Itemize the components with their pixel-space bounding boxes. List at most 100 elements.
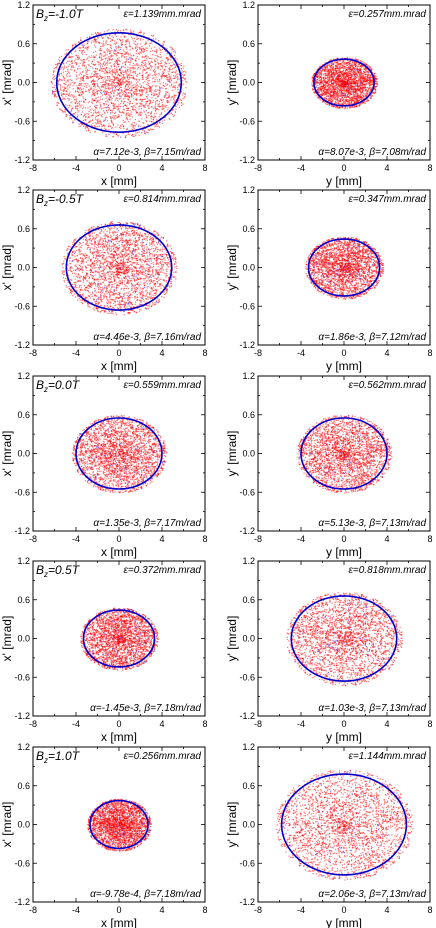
particle-point [357,71,359,73]
particle-point [118,89,120,91]
particle-point [351,69,353,71]
particle-point [123,35,125,37]
particle-point [59,87,62,89]
particle-point [322,94,324,96]
particle-point [165,88,167,90]
particle-point [117,83,120,85]
particle-point [314,81,316,83]
particle-point [118,65,120,67]
particle-point [132,72,134,74]
particle-point [135,49,137,52]
particle-point [367,79,369,81]
particle-point [90,56,92,59]
particle-point [132,71,134,73]
particle-point [353,70,355,72]
particle-point [109,40,112,42]
particle-point [144,62,146,64]
particle-point [108,49,110,51]
particle-point [359,75,361,77]
particle-point [117,47,119,49]
particle-point [112,95,114,97]
particle-point [66,91,68,93]
particle-point [158,101,161,103]
particle-point [327,88,329,90]
particle-point [117,93,119,96]
particle-point [121,42,123,44]
particle-point [157,66,160,68]
particle-point [319,97,321,99]
particle-point [102,103,105,105]
particle-point [68,71,70,73]
particle-point [99,122,101,124]
particle-point [103,110,105,112]
particle-point [141,118,143,120]
particle-point [103,86,105,89]
particle-point [53,68,55,70]
particle-point [321,68,324,70]
particle-point [122,43,124,45]
particle-point [88,40,90,42]
particle-point [120,72,122,74]
particle-point [128,42,130,45]
particle-point [322,90,324,92]
particle-point [96,85,99,87]
particle-point [339,81,342,83]
particle-point [338,75,341,78]
particle-point [359,98,361,100]
particle-point [106,82,108,84]
particle-point [338,102,340,104]
particle-point [141,45,143,48]
particle-point [110,47,112,50]
particle-point [354,98,356,100]
particle-point [106,57,108,59]
particle-point [330,100,332,102]
particle-point [358,78,360,80]
particle-point [365,70,367,72]
particle-point [149,63,151,65]
particle-point [184,74,186,76]
particle-point [334,68,336,70]
particle-point [101,70,103,72]
particle-point [344,76,347,78]
particle-point [139,53,141,55]
particle-point [174,94,176,97]
particle-point [170,79,173,82]
particle-point [337,67,339,70]
particle-point [366,87,369,89]
particle-point [92,91,94,93]
particle-point [370,74,373,76]
particle-point [119,92,121,94]
particle-point [360,79,362,81]
particle-point [356,87,358,90]
particle-point [78,47,80,49]
particle-point [330,98,332,100]
particle-point [136,46,138,48]
particle-point [150,106,152,108]
particle-point [353,106,355,108]
particle-point [117,124,119,126]
particle-point [182,67,184,69]
particle-point [325,97,327,99]
particle-point [111,88,114,90]
particle-point [337,63,339,65]
particle-point [317,68,319,71]
particle-point [74,62,76,64]
particle-point [93,82,95,85]
particle-point [129,72,131,74]
particle-point [92,122,94,124]
particle-point [170,59,172,61]
particle-point [150,94,153,96]
particle-point [108,29,110,31]
particle-point [342,75,344,77]
particle-point [104,64,106,66]
particle-point [343,100,346,102]
particle-point [141,75,143,77]
particle-point [337,64,339,67]
particle-point [365,69,367,71]
particle-point [349,75,351,77]
particle-point [117,92,119,94]
particle-point [365,99,368,101]
particle-point [327,89,329,91]
particle-point [329,85,331,88]
particle-point [114,85,116,87]
